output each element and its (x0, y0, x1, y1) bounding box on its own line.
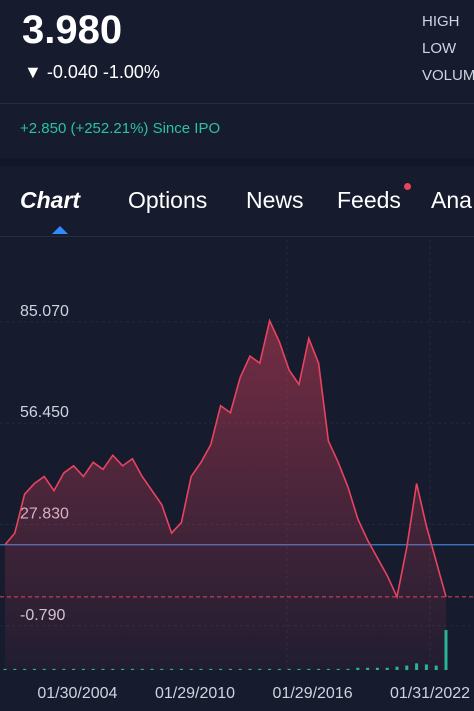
since-ipo: +2.850 (+252.21%) Since IPO (20, 120, 220, 137)
volume-bar (3, 668, 7, 670)
change-text: -0.040 -1.00% (46, 62, 160, 82)
tab[interactable]: Feeds (337, 187, 401, 213)
stat-label: LOW (422, 40, 457, 57)
volume-bar (356, 667, 360, 670)
volume-bar (336, 668, 340, 670)
volume-bar (42, 668, 46, 670)
x-tick-label: 01/31/2022 (390, 685, 470, 702)
volume-bar (72, 668, 76, 670)
volume-bar (121, 668, 125, 670)
volume-bar (189, 668, 193, 670)
volume-bar (366, 667, 370, 670)
volume-bar (209, 668, 213, 670)
volume-bar (219, 668, 223, 670)
divider (0, 236, 474, 237)
volume-bar (375, 667, 379, 670)
volume-bar (287, 668, 291, 670)
volume-bar (160, 668, 164, 670)
volume-bar (130, 668, 134, 670)
volume-bar (297, 668, 301, 670)
volume-bar (52, 668, 56, 670)
volume-bar (248, 668, 252, 670)
price: 3.980 (22, 8, 123, 52)
divider (0, 158, 474, 166)
volume-bar (111, 668, 115, 670)
volume-bar (179, 668, 183, 670)
volume-bar (346, 668, 350, 670)
volume-bar (13, 668, 17, 670)
area (5, 320, 446, 670)
tab-indicator (52, 226, 68, 234)
tab[interactable]: Ana (431, 187, 472, 213)
ipo-text: +2.850 (+252.21%) Since IPO (20, 120, 221, 137)
volume-bar (238, 668, 242, 670)
volume-bar (170, 668, 174, 670)
tab[interactable]: Options (128, 187, 208, 213)
volume-bar (199, 668, 203, 670)
volume-bar (317, 668, 321, 670)
volume-bar (277, 668, 281, 670)
volume-bar (385, 667, 389, 670)
volume-bar (91, 668, 95, 670)
tab-chart[interactable]: Chart (20, 187, 81, 213)
volume-bar (258, 668, 262, 670)
stat-label: VOLUM (422, 67, 474, 84)
volume-bar (405, 665, 409, 670)
x-tick-label: 01/29/2016 (273, 685, 353, 702)
volume-bar (326, 668, 330, 670)
price-line (4, 318, 447, 600)
y-tick-label: 56.450 (20, 404, 69, 421)
volume-bar (424, 664, 428, 670)
volume-bar (101, 668, 105, 670)
volume-bar (228, 668, 232, 670)
volume-bar (415, 663, 419, 670)
stat-label: HIGH (422, 13, 460, 30)
volume-bar (444, 630, 448, 670)
volume-bar (268, 668, 272, 670)
tab[interactable]: News (246, 187, 304, 213)
divider (0, 103, 474, 104)
volume-bar (150, 668, 154, 670)
x-tick-label: 01/29/2010 (155, 685, 235, 702)
volume-bar (140, 668, 144, 670)
volume-bar (62, 668, 66, 670)
price-change: ▼ -0.040 -1.00% (24, 62, 160, 82)
badge (404, 183, 411, 190)
x-tick-label: 01/30/2004 (37, 685, 117, 702)
volume-bar (23, 668, 27, 670)
volume-bar (395, 666, 399, 670)
volume-bar (307, 668, 311, 670)
volume-bar (81, 668, 85, 670)
volume-bar (434, 665, 438, 670)
volume-bar (32, 668, 36, 670)
y-tick-label: 85.070 (20, 303, 69, 320)
